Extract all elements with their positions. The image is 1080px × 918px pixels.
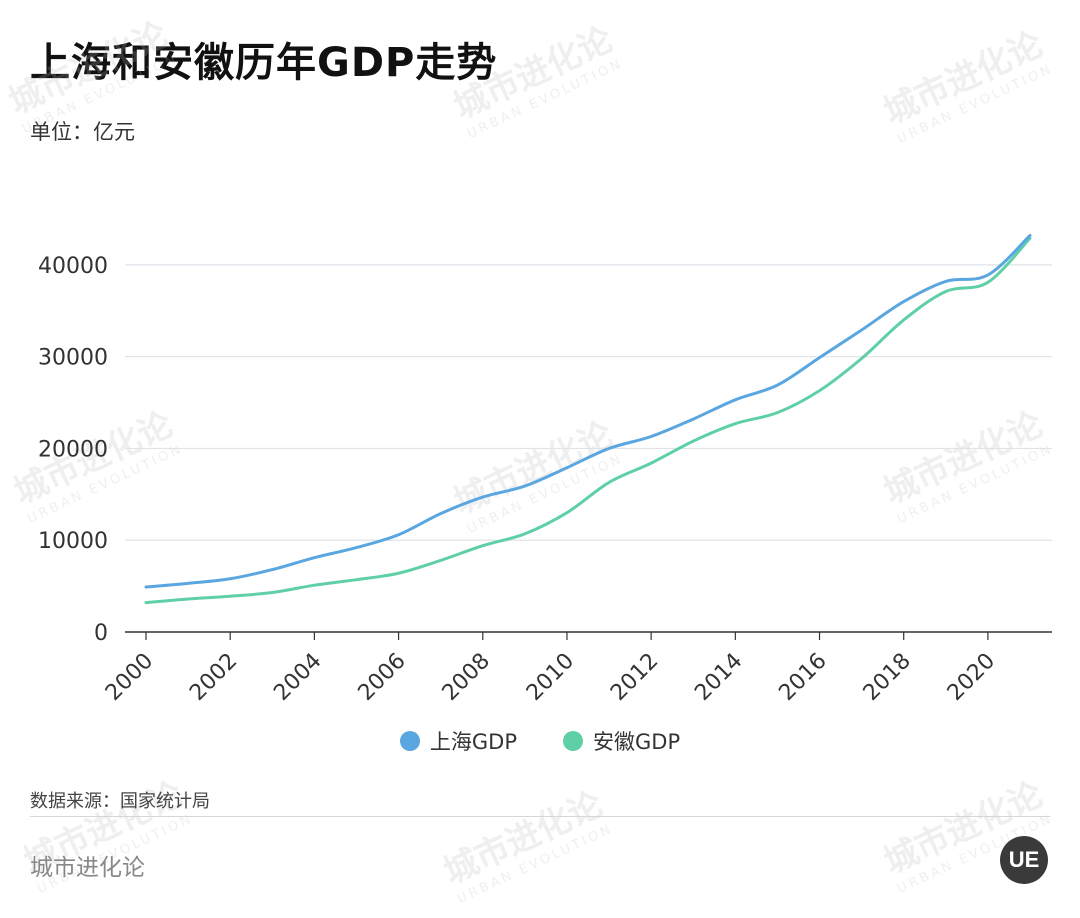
legend-label-shanghai: 上海GDP xyxy=(429,730,517,754)
y-tick-label: 30000 xyxy=(38,346,108,371)
x-tick-label: 2000 xyxy=(101,649,158,706)
legend-item-shanghai[interactable]: 上海GDP xyxy=(399,726,517,756)
y-tick-label: 40000 xyxy=(38,254,108,279)
brand-logo: UE xyxy=(1000,836,1048,884)
x-tick-label: 2012 xyxy=(606,649,663,706)
gridlines xyxy=(125,264,1052,633)
y-tick-label: 0 xyxy=(94,621,108,646)
brand-name: 城市进化论 xyxy=(30,855,145,881)
chart-title: 上海和安徽历年GDP走势 xyxy=(30,40,498,86)
legend-label-anhui: 安徽GDP xyxy=(593,730,681,754)
series-line-shanghai xyxy=(144,234,1032,589)
series-line-anhui xyxy=(144,236,1032,605)
x-tick-label: 2018 xyxy=(859,649,916,706)
y-axis-ticks: 0 10000 20000 30000 40000 xyxy=(38,254,108,646)
data-source: 数据来源：国家统计局 xyxy=(30,791,210,812)
legend-item-anhui[interactable]: 安徽GDP xyxy=(563,726,680,756)
unit-label: 单位：亿元 xyxy=(30,120,135,144)
x-axis-ticks: 2000 2002 2004 2006 2008 2010 2012 2014 2016 2018… xyxy=(101,632,1000,706)
x-tick-label: 2004 xyxy=(269,649,326,706)
legend: 上海GDP 安徽GDP xyxy=(0,726,1080,756)
x-tick-label: 2002 xyxy=(185,649,242,706)
x-tick-label: 2006 xyxy=(354,649,411,706)
y-tick-label: 20000 xyxy=(38,437,108,462)
x-tick-label: 2010 xyxy=(522,649,579,706)
divider xyxy=(30,816,1050,817)
legend-dot-anhui xyxy=(563,731,583,751)
x-tick-label: 2008 xyxy=(438,649,495,706)
series-lines xyxy=(144,234,1032,605)
x-tick-label: 2014 xyxy=(690,649,747,706)
legend-dot-shanghai xyxy=(399,731,420,751)
y-tick-label: 10000 xyxy=(38,529,108,554)
x-tick-label: 2020 xyxy=(943,649,1000,706)
x-tick-label: 2016 xyxy=(774,649,831,706)
